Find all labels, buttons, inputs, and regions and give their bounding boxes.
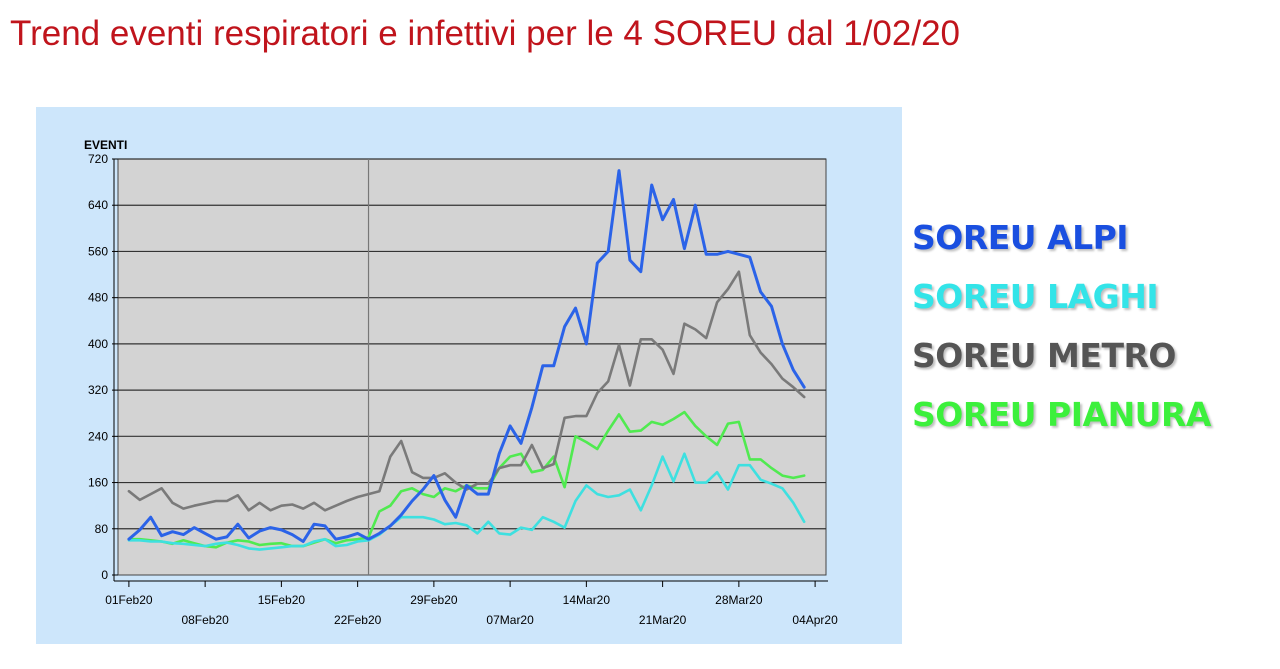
x-tick-label: 15Feb20 <box>258 593 306 607</box>
y-tick-label: 80 <box>95 522 109 536</box>
chart-panel: 0 80 160 240 320 400 480 560 640 720 EVENTI 01Feb… <box>36 107 902 644</box>
page-title: Trend eventi respiratori e infettivi per… <box>10 14 961 53</box>
x-axis: 01Feb20 08Feb20 15Feb20 22Feb20 29Feb20 07Mar… <box>105 580 838 627</box>
x-tick-label: 29Feb20 <box>410 593 458 607</box>
y-tick-label: 240 <box>88 429 108 443</box>
y-tick-label: 320 <box>88 383 108 397</box>
line-chart: 0 80 160 240 320 400 480 560 640 720 EVENTI 01Feb… <box>84 138 838 627</box>
series-line-soreu-alpi <box>127 169 806 543</box>
y-axis-label: EVENTI <box>84 138 127 152</box>
x-tick-label: 04Apr20 <box>792 613 838 627</box>
y-tick-label: 160 <box>88 476 108 490</box>
x-tick-label: 21Mar20 <box>639 613 687 627</box>
gridlines <box>118 158 826 530</box>
legend-item-metro: SOREU METRO <box>912 336 1176 375</box>
legend-item-laghi: SOREU LAGHI <box>912 277 1159 316</box>
x-tick-label: 07Mar20 <box>486 613 534 627</box>
y-tick-label: 720 <box>88 152 108 166</box>
plot-area <box>117 158 827 576</box>
x-tick-label: 28Mar20 <box>715 593 763 607</box>
y-tick-label: 0 <box>101 568 108 582</box>
y-tick-label: 480 <box>88 291 108 305</box>
y-tick-label: 640 <box>88 198 108 212</box>
x-tick-label: 01Feb20 <box>105 593 153 607</box>
legend: SOREU ALPI SOREU LAGHI SOREU METRO SOREU… <box>912 208 1211 444</box>
series-line-soreu-laghi <box>127 452 806 551</box>
legend-item-pianura: SOREU PIANURA <box>912 395 1211 434</box>
series-lines <box>127 169 806 551</box>
legend-item-alpi: SOREU ALPI <box>912 218 1129 257</box>
y-tick-label: 400 <box>88 337 108 351</box>
x-tick-label: 08Feb20 <box>181 613 229 627</box>
y-axis: 0 80 160 240 320 400 480 560 640 720 <box>88 152 118 582</box>
x-tick-label: 22Feb20 <box>334 613 382 627</box>
y-tick-label: 560 <box>88 244 108 258</box>
x-tick-label: 14Mar20 <box>563 593 611 607</box>
